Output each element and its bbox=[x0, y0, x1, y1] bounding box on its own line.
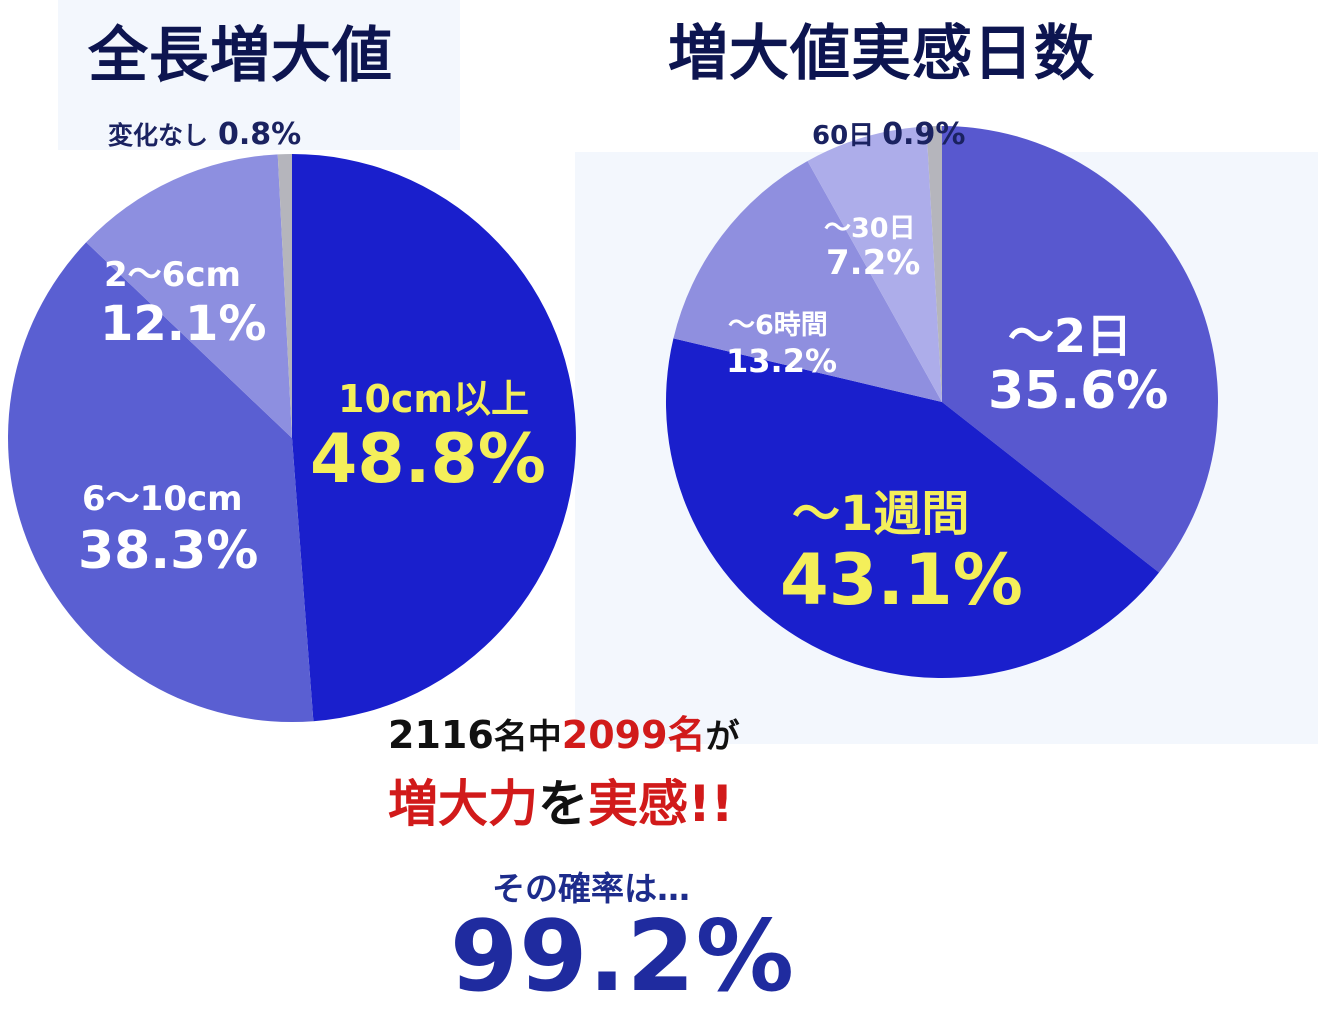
summary-probability-value: 99.2% bbox=[450, 900, 795, 1014]
left-slice-label-none: 変化なし 0.8% bbox=[108, 117, 301, 152]
right-chart-title: 増大値実感日数 bbox=[668, 19, 1095, 89]
right-slice-value-1w: 43.1% bbox=[780, 539, 1023, 621]
right-slice-value-2d: 35.6% bbox=[988, 361, 1168, 421]
left-pie-slice-1-38-3 bbox=[8, 242, 314, 722]
left-slice-value-2-6: 12.1% bbox=[100, 296, 267, 352]
left-pie-slice-2-12-1 bbox=[86, 154, 292, 439]
summary-name-unit: 名中 bbox=[493, 717, 562, 757]
summary-jikkan: 実感!! bbox=[588, 775, 734, 833]
right-pie-slice-3-7-2 bbox=[807, 126, 942, 402]
right-slice-label-60: 60日 0.9% bbox=[812, 117, 965, 152]
summary-wo: を bbox=[538, 775, 588, 833]
left-slice-label-2-6: 2〜6cm bbox=[104, 255, 241, 295]
left-slice-value-6-10: 38.3% bbox=[78, 521, 258, 581]
summary-count-line: 2116名中2099名が bbox=[388, 704, 740, 759]
left-pie-slice-3-0-8 bbox=[277, 154, 292, 438]
right-pie-slice-1-43-1 bbox=[665, 338, 1160, 679]
right-slice-label-2d: 〜2日 bbox=[1008, 309, 1132, 363]
summary-zoudairyoku: 増大力 bbox=[388, 775, 538, 833]
summary-ga: が bbox=[705, 717, 740, 757]
left-chart-title: 全長増大値 bbox=[88, 21, 393, 91]
right-slice-label-1w: 〜1週間 bbox=[792, 486, 969, 542]
summary-total: 2116 bbox=[388, 713, 494, 757]
right-pie-slice-4-0-9 bbox=[926, 126, 942, 402]
left-pie-slice-0-48-8 bbox=[292, 154, 576, 722]
summary-count: 2099名 bbox=[561, 713, 706, 757]
right-pie-slice-2-13-2 bbox=[673, 160, 942, 402]
right-slice-label-30: 〜30日 bbox=[824, 213, 916, 244]
summary-probability-label: その確率は… bbox=[492, 869, 690, 908]
summary-headline: 増大力を実感!! bbox=[388, 764, 734, 836]
right-slice-value-30: 7.2% bbox=[826, 243, 920, 283]
right-slice-value-6h: 13.2% bbox=[726, 342, 837, 380]
right-slice-label-6h: 〜6時間 bbox=[728, 310, 828, 341]
right-pie-slice-0-35-6 bbox=[942, 126, 1219, 573]
left-chart-header-bg bbox=[58, 0, 460, 150]
left-slice-label-6-10: 6〜10cm bbox=[82, 479, 243, 519]
left-slice-label-10plus: 10cm以上 bbox=[338, 377, 529, 421]
left-slice-value-10plus: 48.8% bbox=[310, 420, 546, 499]
